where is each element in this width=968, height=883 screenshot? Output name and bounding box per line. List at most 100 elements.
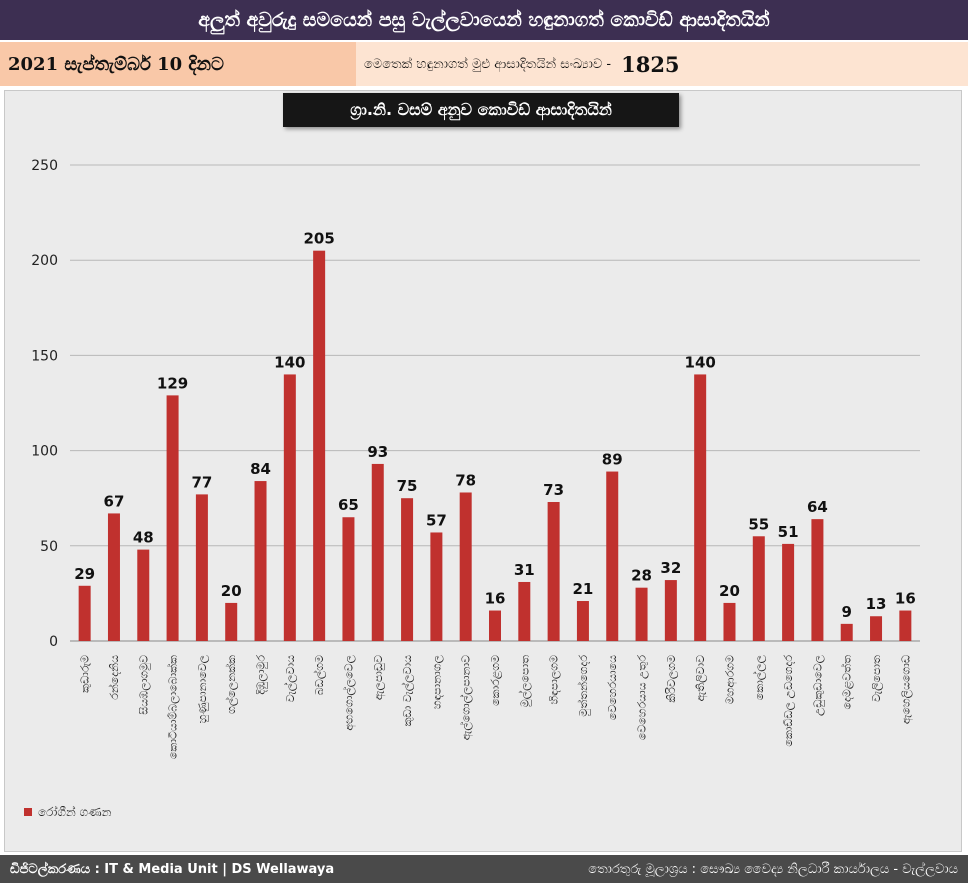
data-label: 55 bbox=[748, 515, 769, 533]
date-text: 2021 සැප්තැම්බර් 10 දිනට bbox=[8, 53, 224, 75]
bar bbox=[606, 471, 619, 641]
bar bbox=[342, 517, 355, 641]
data-label: 78 bbox=[455, 471, 476, 489]
data-label: 129 bbox=[157, 374, 188, 392]
y-tick-label: 250 bbox=[31, 158, 58, 174]
total-value: 1825 bbox=[621, 51, 680, 77]
y-tick-label: 50 bbox=[40, 539, 58, 555]
data-label: 57 bbox=[426, 511, 447, 529]
x-tick-label: ඇහෙලියගොඩ bbox=[899, 655, 913, 724]
x-tick-label: මුල්ලපොත bbox=[517, 655, 532, 707]
chart-title-text: ග්‍රා.නි. වසම් අනුව කොවිඩ් ආසාදිතයින් bbox=[350, 100, 612, 119]
x-tick-label: දෙමළවත්ත bbox=[840, 655, 855, 710]
bar bbox=[430, 532, 443, 641]
x-tick-label: කොල්ලල bbox=[752, 654, 767, 700]
data-label: 48 bbox=[133, 529, 154, 547]
bar bbox=[283, 374, 296, 641]
data-label: 31 bbox=[514, 561, 535, 579]
x-tick-label: වැල්ලවාය bbox=[283, 655, 298, 702]
y-tick-label: 0 bbox=[49, 634, 58, 650]
data-label: 75 bbox=[397, 477, 418, 495]
legend-swatch bbox=[24, 808, 32, 816]
data-label: 73 bbox=[543, 481, 564, 499]
bar bbox=[107, 513, 120, 641]
data-label: 64 bbox=[807, 498, 828, 516]
bar bbox=[752, 536, 765, 641]
bar bbox=[459, 492, 472, 641]
x-tick-label: හිඳපාලගම bbox=[548, 655, 562, 705]
x-tick-label: කුඩා වැල්ලවාය bbox=[400, 655, 415, 726]
data-label: 140 bbox=[685, 353, 716, 371]
bar bbox=[635, 587, 648, 641]
data-label: 205 bbox=[303, 230, 334, 248]
x-tick-label: ගල්ලෙනක්ක bbox=[224, 655, 239, 714]
x-tick-label: කුඩාරුම bbox=[79, 655, 92, 693]
label-layer: 29 කුඩාරුම 67 රන්දෙනිය 48 සියඹලාගමුව 129 කොටියා… bbox=[74, 230, 916, 759]
bar bbox=[723, 602, 736, 641]
x-tick-label: කොඩ්ඩල උඩගෙදර bbox=[782, 655, 796, 747]
x-tick-label: වෙහෙරයාය උතුර bbox=[636, 655, 650, 740]
bar bbox=[195, 494, 208, 641]
x-tick-label: ඇල්ගොල්ලපානාව bbox=[459, 655, 474, 740]
chart-title: ග්‍රා.නි. වසම් අනුව කොවිඩ් ආසාදිතයින් bbox=[283, 93, 679, 127]
data-label: 93 bbox=[367, 443, 388, 461]
footer: ඩිජිටල්කරණය : IT & Media Unit | DS Wella… bbox=[0, 855, 968, 883]
legend-layer: රෝගීන් ගණන bbox=[24, 805, 112, 819]
data-label: 51 bbox=[778, 523, 799, 541]
footer-source: තොරතුරු මූලාශ්‍රය : සෞඛ්‍ය වෛද්‍ය නිලධාර… bbox=[588, 861, 958, 877]
data-label: 89 bbox=[602, 451, 623, 469]
bar bbox=[371, 463, 384, 641]
x-tick-label: ඇලපාඩුව bbox=[372, 655, 386, 700]
bar bbox=[899, 610, 912, 641]
bar-layer bbox=[78, 250, 912, 641]
bar bbox=[78, 585, 91, 641]
legend-label: රෝගීන් ගණන bbox=[38, 805, 112, 819]
y-tick-label: 200 bbox=[31, 253, 58, 269]
bar bbox=[664, 580, 677, 641]
data-label: 28 bbox=[631, 567, 652, 585]
x-tick-label: අඟගොල්ලවෙල bbox=[341, 654, 356, 730]
data-label: 32 bbox=[660, 559, 681, 577]
date-cell: 2021 සැප්තැම්බර් 10 දිනට bbox=[0, 42, 356, 86]
data-label: 77 bbox=[191, 473, 212, 491]
data-label: 16 bbox=[485, 590, 506, 608]
x-tick-label: කොරළගම bbox=[489, 655, 503, 706]
x-tick-label: මහආරගම bbox=[723, 655, 737, 704]
data-label: 84 bbox=[250, 460, 271, 478]
bar bbox=[313, 250, 326, 641]
bar bbox=[518, 581, 531, 641]
data-label: 140 bbox=[274, 353, 305, 371]
data-label: 20 bbox=[221, 582, 242, 600]
total-cell: මෙතෙක් හඳුනාගත් මුළු ආසාදිතයින් සංඛ්‍යාව… bbox=[356, 42, 968, 86]
x-tick-label: වෙහෙරයායෙ bbox=[606, 655, 619, 720]
x-tick-label: දිඹුලාමුර bbox=[255, 655, 269, 695]
data-label: 65 bbox=[338, 496, 359, 514]
data-label: 9 bbox=[842, 603, 852, 621]
x-tick-label: හඳපානාගල bbox=[430, 654, 444, 709]
bar bbox=[782, 543, 795, 641]
bar bbox=[489, 610, 501, 641]
x-tick-label: සියඹලාගමුව bbox=[137, 655, 151, 715]
bar bbox=[811, 519, 824, 641]
bar bbox=[225, 602, 238, 641]
y-tick-label: 100 bbox=[31, 444, 58, 460]
x-tick-label: කොටියාම්බලාබොක්ක bbox=[165, 655, 180, 759]
x-tick-label: ඇතිලිවාව bbox=[694, 655, 708, 701]
bar bbox=[166, 395, 179, 641]
x-tick-label: බඩල්ගම bbox=[312, 655, 327, 695]
bar bbox=[254, 481, 267, 641]
bar bbox=[547, 502, 560, 641]
data-label: 20 bbox=[719, 582, 740, 600]
data-label: 13 bbox=[866, 595, 887, 613]
y-tick-label: 150 bbox=[31, 348, 58, 364]
bar bbox=[576, 601, 589, 641]
bar bbox=[694, 374, 707, 641]
data-label: 21 bbox=[572, 580, 593, 598]
footer-credit: ඩිජිටල්කරණය : IT & Media Unit | DS Wella… bbox=[10, 861, 335, 877]
bar bbox=[401, 498, 414, 641]
x-tick-label: මුත්තන්ගෙදර bbox=[576, 655, 591, 717]
bar bbox=[137, 549, 150, 641]
data-label: 29 bbox=[74, 565, 95, 583]
x-tick-label: රන්දෙනිය bbox=[107, 655, 121, 700]
